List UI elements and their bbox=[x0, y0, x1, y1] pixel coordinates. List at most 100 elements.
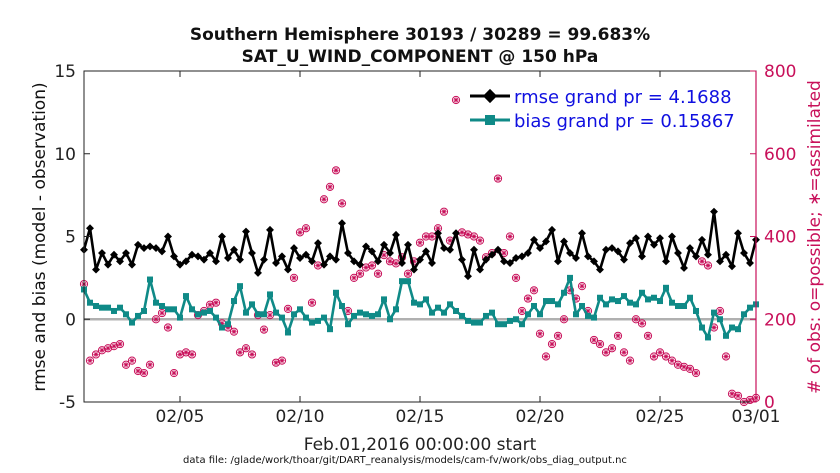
rmse-point bbox=[86, 224, 94, 233]
bias-point bbox=[147, 276, 153, 283]
rmse-point bbox=[206, 249, 214, 258]
obs-point bbox=[331, 166, 341, 175]
obs-point bbox=[493, 174, 503, 183]
rmse-point bbox=[332, 255, 340, 264]
bias-point bbox=[261, 311, 267, 318]
bias-point bbox=[573, 311, 579, 318]
y-axis-label: rmse and bias (model - observation) bbox=[30, 82, 50, 391]
obs-point bbox=[403, 269, 413, 278]
obs-point bbox=[733, 391, 743, 400]
rmse-point bbox=[716, 257, 724, 266]
rmse-point bbox=[140, 244, 148, 253]
bias-point bbox=[729, 324, 735, 331]
rmse-point bbox=[362, 242, 370, 251]
obs-point bbox=[685, 364, 695, 373]
obs-point bbox=[97, 346, 107, 355]
rmse-point bbox=[494, 245, 502, 254]
bias-point bbox=[549, 298, 555, 305]
bias-point bbox=[165, 306, 171, 313]
bias-point bbox=[363, 311, 369, 318]
x-tick-label: 02/05 bbox=[156, 407, 205, 427]
rmse-point bbox=[698, 235, 706, 244]
rmse-point bbox=[338, 219, 346, 228]
obs-point bbox=[373, 269, 383, 278]
legend-bias-marker bbox=[485, 115, 495, 125]
bias-point bbox=[585, 312, 591, 319]
chart-subtitle: SAT_U_WIND_COMPONENT @ 150 hPa bbox=[242, 47, 599, 67]
obs-point bbox=[211, 298, 221, 307]
obs-point bbox=[295, 228, 305, 237]
obs-point bbox=[115, 339, 125, 349]
rmse-point bbox=[128, 260, 136, 269]
rmse-point bbox=[740, 249, 748, 258]
rmse-point bbox=[620, 255, 628, 264]
obs-point bbox=[157, 308, 167, 318]
obs-point bbox=[277, 356, 287, 365]
bias-point bbox=[255, 311, 261, 318]
bias-point bbox=[543, 298, 549, 305]
bias-point bbox=[177, 314, 183, 321]
rmse-point bbox=[464, 272, 472, 281]
bias-point bbox=[609, 296, 615, 303]
x-axis: 02/05 02/10 02/15 02/20 02/25 03/01 bbox=[156, 71, 781, 427]
obs-point bbox=[697, 257, 707, 266]
obs-point bbox=[499, 248, 509, 258]
bias-point bbox=[669, 299, 675, 306]
bias-point bbox=[405, 278, 411, 285]
bias-point bbox=[531, 303, 537, 310]
rmse-series bbox=[80, 207, 760, 281]
rmse-point bbox=[248, 249, 256, 258]
obs-point bbox=[643, 331, 653, 340]
obs-point bbox=[523, 294, 533, 303]
bias-point bbox=[567, 274, 573, 281]
obs-point bbox=[241, 344, 251, 353]
bias-point bbox=[447, 301, 453, 308]
bias-point bbox=[237, 283, 243, 290]
rmse-point bbox=[602, 245, 610, 254]
bias-point bbox=[501, 321, 507, 328]
obs-point bbox=[235, 348, 245, 357]
rmse-point bbox=[302, 250, 310, 259]
rmse-point bbox=[476, 265, 484, 274]
plot-area bbox=[84, 71, 756, 402]
obs-point bbox=[427, 232, 437, 241]
bias-point bbox=[459, 312, 465, 319]
obs-point bbox=[163, 323, 173, 332]
rmse-point bbox=[272, 259, 280, 267]
bias-point bbox=[117, 304, 123, 311]
obs-point bbox=[91, 350, 101, 359]
rmse-point bbox=[506, 259, 514, 267]
rmse-point bbox=[158, 247, 166, 256]
rmse-point bbox=[524, 249, 532, 258]
bias-point bbox=[507, 317, 513, 324]
x-tick-label: 02/20 bbox=[516, 407, 565, 427]
bias-point bbox=[345, 321, 351, 328]
y-axis-left: -5 0 5 10 15 bbox=[54, 62, 90, 413]
obs-point bbox=[181, 348, 191, 357]
obs-point bbox=[127, 356, 137, 365]
obs-point bbox=[601, 348, 611, 357]
rmse-point bbox=[200, 255, 208, 264]
bias-point bbox=[561, 289, 567, 296]
rmse-point bbox=[320, 260, 328, 269]
legend-rmse-label: rmse grand pr = 4.1688 bbox=[514, 87, 732, 108]
y-tick-label: -5 bbox=[59, 393, 76, 413]
obs-point bbox=[259, 325, 269, 334]
rmse-point bbox=[728, 262, 736, 271]
obs-point bbox=[169, 368, 179, 378]
obs-point bbox=[475, 236, 485, 245]
rmse-point bbox=[458, 255, 466, 264]
obs-point bbox=[139, 368, 149, 378]
rmse-point bbox=[356, 260, 364, 269]
bias-point bbox=[417, 301, 423, 308]
rmse-point bbox=[530, 235, 538, 244]
x-tick-label: 02/25 bbox=[636, 407, 685, 427]
rmse-point bbox=[452, 229, 460, 238]
obs-point bbox=[631, 315, 641, 324]
bias-point bbox=[321, 314, 327, 321]
rmse-point bbox=[122, 249, 130, 258]
obs-point bbox=[727, 389, 737, 398]
bias-point bbox=[663, 284, 669, 291]
bias-point bbox=[639, 289, 645, 296]
